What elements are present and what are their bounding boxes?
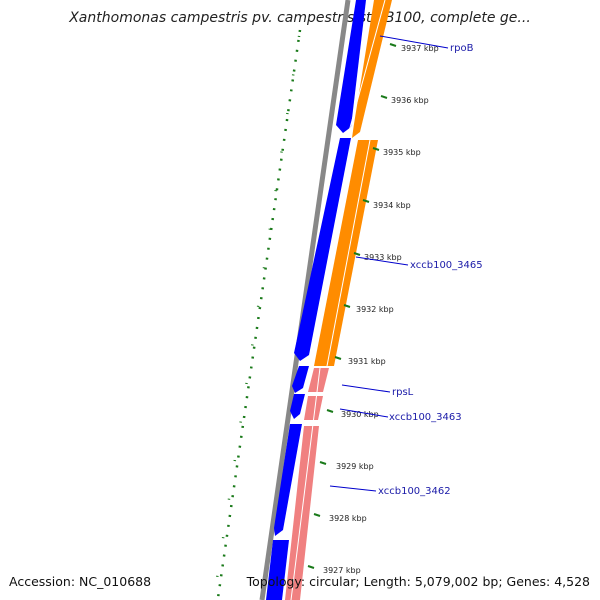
- tick-label: 3933 kbp: [364, 253, 402, 262]
- tick-label: 3929 kbp: [336, 462, 374, 471]
- forward-cds-track: [266, 0, 366, 600]
- tick-label: 3927 kbp: [323, 566, 361, 575]
- backbone-track: [259, 0, 351, 600]
- gene-label-xccb100-3462[interactable]: xccb100_3462: [378, 486, 451, 497]
- rna-gene-track: [285, 367, 329, 600]
- tick-label: 3932 kbp: [356, 305, 394, 314]
- accession-label: Accession: NC_010688: [9, 574, 152, 589]
- map-title: Xanthomonas campestris pv. campestris st…: [69, 10, 531, 26]
- gene-labels: rpoB xccb100_3465 rpsL xccb100_3463 xccb…: [378, 43, 483, 497]
- tick-label: 3930 kbp: [341, 410, 379, 419]
- gene-label-rpob[interactable]: rpoB: [450, 43, 474, 54]
- tick-label: 3931 kbp: [348, 357, 386, 366]
- tick-label: 3928 kbp: [329, 514, 367, 523]
- tick-label: 3936 kbp: [391, 96, 429, 105]
- gene-label-rpsl[interactable]: rpsL: [392, 387, 414, 398]
- gc-skew-track: [212, 29, 302, 599]
- gene-label-xccb100-3463[interactable]: xccb100_3463: [389, 412, 462, 423]
- tick-marks: [307, 43, 397, 569]
- tick-label: 3935 kbp: [383, 148, 421, 157]
- gene-label-lines: [329, 35, 449, 492]
- tick-label: 3937 kbp: [401, 44, 439, 53]
- tick-label: 3934 kbp: [373, 201, 411, 210]
- genome-summary: Topology: circular; Length: 5,079,002 bp…: [246, 574, 590, 589]
- reverse-cds-track: [314, 0, 392, 367]
- tick-labels: 3937 kbp 3936 kbp 3935 kbp 3934 kbp 3933…: [323, 44, 439, 575]
- gene-label-xccb100-3465[interactable]: xccb100_3465: [410, 260, 483, 271]
